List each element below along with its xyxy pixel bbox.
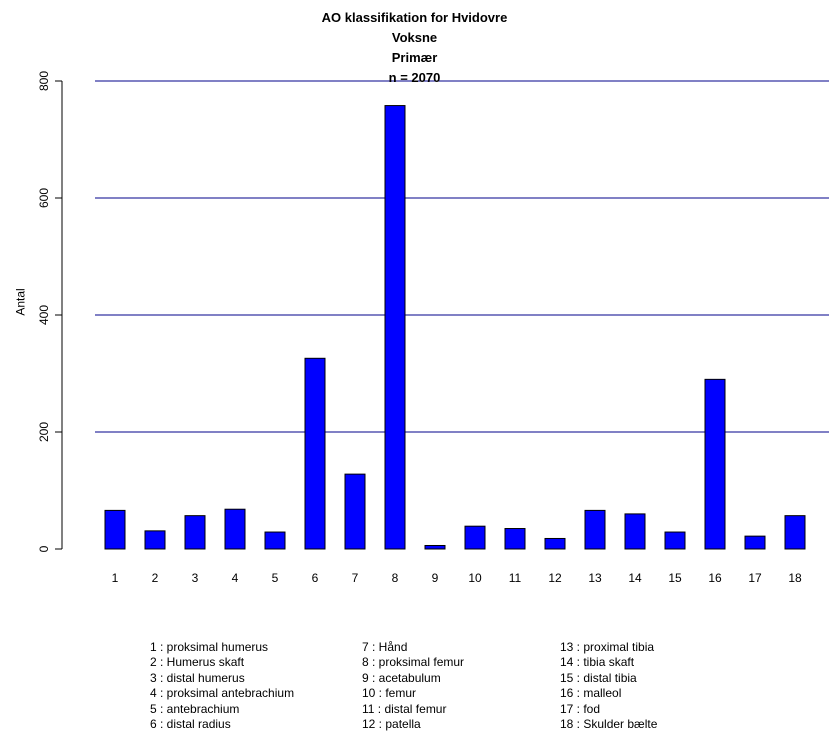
x-tick-label-14: 14 [628,571,642,585]
legend-entry: 8 : proksimal femur [362,655,465,670]
legend-entry: 7 : Hånd [362,640,408,654]
bar-4 [224,508,246,550]
bar-16 [704,378,726,550]
legend-entry: 6 : distal radius [150,717,231,732]
x-tick-label-1: 1 [112,571,119,585]
legend-entry: 9 : acetabulum [362,670,441,685]
legend-entry: 11 : distal femur [362,701,447,716]
legend-entry: 10 : femur [362,686,417,701]
x-tick-label-7: 7 [352,571,359,585]
y-tick-label-600: 600 [37,188,51,208]
x-tick-label-3: 3 [192,571,199,585]
bar-15 [664,531,686,550]
y-axis: 0 200 400 600 800 [37,71,63,552]
x-tick-label-17: 17 [748,571,762,585]
chart-subtitle-2: Primær [391,50,438,65]
x-tick-label-8: 8 [392,571,399,585]
x-tick-label-11: 11 [509,571,522,585]
y-tick-label-400: 400 [37,305,51,325]
x-tick-label-2: 2 [152,571,159,585]
chart-subtitle-1: Voksne [391,30,438,45]
x-tick-label-16: 16 [708,571,722,585]
legend-column-1: 1 : proksimal humerus 2 : Humerus skaft 3 … [150,640,294,732]
x-tick-labels: 1 2 3 4 5 6 7 8 9 10 11 12 13 14 15 16 17 18 [112,571,802,585]
bar-3 [184,515,206,550]
x-tick-label-9: 9 [432,571,439,585]
legend-entry: 16 : malleol [560,686,622,701]
legend-column-3: 13 : proximal tibia 14 : tibia skaft 15 : … [560,640,657,732]
x-tick-label-12: 12 [548,571,562,585]
bar-12 [544,537,566,550]
x-tick-label-18: 18 [788,571,802,585]
y-tick-label-200: 200 [37,422,51,442]
bar-10 [464,525,486,550]
bars [104,105,806,550]
bar-13 [584,509,606,550]
chart-subtitle-3: n = 2070 [388,70,441,85]
legend-entry: 1 : proksimal humerus [150,640,269,654]
bar-5 [264,531,286,550]
legend-column-2: 7 : Hånd 8 : proksimal femur 9 : acetabulu… [362,640,464,732]
bar-6 [304,357,326,550]
legend-entry: 18 : Skulder bælte [560,717,658,732]
legend-entry: 17 : fod [560,701,601,716]
x-tick-label-5: 5 [272,571,279,585]
bar-1 [104,509,126,550]
legend-entry: 12 : patella [362,717,421,732]
legend-entry: 15 : distal tibia [560,670,637,685]
y-tick-label-0: 0 [37,545,51,552]
legend-entry: 5 : antebrachium [150,701,240,716]
y-axis-label: Antal [13,288,28,316]
x-tick-label-10: 10 [468,571,482,585]
legend-entry: 13 : proximal tibia [560,640,655,654]
x-tick-label-6: 6 [312,571,319,585]
legend-entry: 3 : distal humerus [150,670,245,685]
bar-14 [624,513,646,550]
bar-11 [504,528,526,550]
legend-entry: 2 : Humerus skaft [150,655,245,670]
legend-entry: 14 : tibia skaft [560,655,635,670]
bar-9 [424,544,446,550]
chart-title: AO klassifikation for Hvidovre [321,10,508,25]
bar-8 [384,105,406,550]
x-tick-label-15: 15 [668,571,682,585]
legend-entry: 4 : proksimal antebrachium [150,686,295,701]
bar-18 [784,515,806,550]
bar-2 [144,530,166,550]
x-tick-label-13: 13 [588,571,602,585]
x-tick-label-4: 4 [232,571,239,585]
bar-17 [744,535,766,550]
bar-7 [344,473,366,550]
y-tick-label-800: 800 [37,71,51,91]
